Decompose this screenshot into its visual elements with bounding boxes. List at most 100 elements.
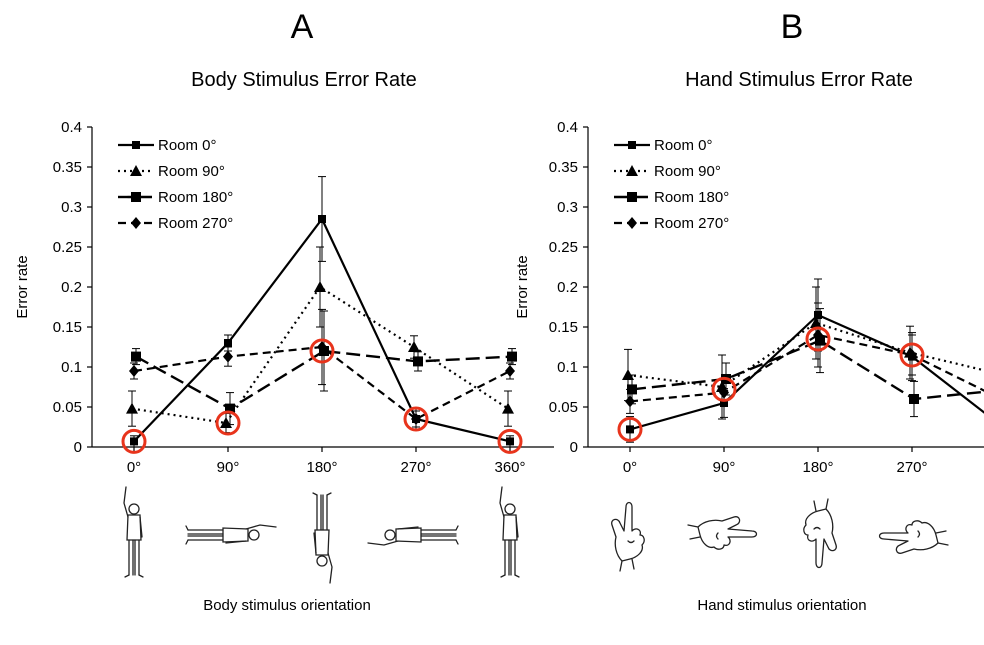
legend-entry: Room 90°	[614, 163, 721, 180]
legend-label: Room 180°	[158, 189, 233, 206]
y-tick-label: 0.3	[557, 199, 578, 216]
x-tick-label: 360°	[494, 459, 525, 476]
x-tick-label: 270°	[400, 459, 431, 476]
body-rotated-90-icon	[185, 524, 277, 545]
legend: Room 0° Room 90° Room 180° Room 270°	[118, 137, 233, 232]
legend-label: Room 90°	[158, 163, 225, 180]
panel-title: Body Stimulus Error Rate	[191, 69, 417, 91]
data-point	[507, 351, 517, 362]
legend-marker	[132, 141, 140, 149]
legend-entry: Room 270°	[614, 215, 729, 232]
panel-title: Hand Stimulus Error Rate	[685, 69, 913, 91]
highlight-circle	[899, 342, 925, 368]
series-line	[627, 321, 984, 389]
body-upright-icon	[123, 486, 144, 578]
legend-entry: Room 270°	[118, 215, 233, 232]
y-tick-label: 0.4	[61, 119, 82, 136]
data-point	[317, 341, 327, 353]
legend-entry: Room 180°	[118, 189, 233, 206]
y-tick-label: 0.2	[61, 279, 82, 296]
legend-label: Room 180°	[654, 189, 729, 206]
data-point	[130, 437, 138, 446]
series-line	[629, 313, 984, 431]
data-point	[909, 394, 919, 404]
data-point	[220, 417, 232, 428]
legend-marker	[628, 141, 636, 149]
highlight-circle	[309, 338, 335, 364]
plot-area: 0 0.05 0.1 0.15 0.2 0.25 0.3 0.35 0.4 0° 90° 180° 27…	[53, 119, 554, 476]
data-point	[225, 403, 235, 414]
y-tick-label: 0.1	[557, 359, 578, 376]
data-point	[129, 365, 139, 377]
series-line	[131, 285, 509, 425]
highlight-circle	[617, 416, 643, 442]
legend-marker	[131, 192, 141, 202]
data-point	[907, 349, 917, 361]
orientation-icons	[611, 498, 949, 572]
data-point	[408, 341, 420, 352]
legend-label: Room 0°	[654, 137, 713, 154]
y-tick-label: 0.1	[61, 359, 82, 376]
body-upright-icon	[499, 486, 520, 578]
hand-inverted-icon	[803, 498, 837, 569]
y-axis-title: Error rate	[514, 255, 531, 318]
series	[131, 310, 517, 426]
data-point	[319, 346, 329, 356]
data-point	[502, 402, 514, 414]
legend-entry: Room 0°	[118, 137, 217, 154]
data-point	[411, 413, 421, 425]
x-tick-label: 90°	[217, 459, 240, 476]
highlight-circle	[121, 428, 147, 454]
data-point	[318, 215, 326, 223]
y-tick-label: 0.35	[53, 159, 82, 176]
data-point	[626, 425, 634, 434]
x-axis-title: Body stimulus orientation	[203, 597, 371, 614]
legend-marker	[130, 165, 142, 176]
highlight-circle	[711, 376, 737, 402]
legend: Room 0° Room 90° Room 180° Room 270°	[614, 137, 729, 232]
body-rotated-270-icon	[367, 525, 459, 546]
highlight-circle	[215, 410, 241, 436]
legend-entry: Room 90°	[118, 163, 225, 180]
y-tick-label: 0.2	[557, 279, 578, 296]
x-tick-label: 270°	[896, 459, 927, 476]
data-point	[813, 329, 823, 341]
legend-label: Room 0°	[158, 137, 217, 154]
legend-entry: Room 0°	[614, 137, 713, 154]
x-axis-title: Hand stimulus orientation	[697, 597, 866, 614]
series-line	[631, 339, 984, 401]
data-point	[505, 365, 515, 377]
y-tick-label: 0.25	[549, 239, 578, 256]
data-point	[625, 395, 635, 408]
x-tick-label: 0°	[623, 459, 637, 476]
series	[627, 308, 984, 418]
y-tick-label: 0.3	[61, 199, 82, 216]
series-line	[135, 349, 513, 410]
series	[625, 302, 984, 414]
plot-area: 0 0.05 0.1 0.15 0.2 0.25 0.3 0.35 0.4 0° 90° 180° 27…	[549, 119, 984, 476]
highlight-circle	[497, 428, 523, 454]
x-tick-label: 180°	[306, 459, 337, 476]
legend-marker	[131, 217, 141, 229]
data-point	[506, 437, 514, 446]
legend-marker	[626, 165, 638, 176]
data-point	[314, 281, 326, 292]
y-tick-label: 0.15	[549, 319, 578, 336]
legend-label: Room 270°	[654, 215, 729, 232]
y-tick-label: 0.4	[557, 119, 578, 136]
series	[622, 286, 984, 420]
legend-marker	[627, 192, 637, 202]
highlight-circle	[805, 326, 831, 352]
hand-upright-icon	[611, 501, 645, 572]
panel-letter: B	[781, 8, 804, 46]
legend-label: Room 270°	[158, 215, 233, 232]
body-inverted-icon	[312, 492, 333, 584]
data-point	[223, 350, 233, 363]
y-tick-label: 0.35	[549, 159, 578, 176]
data-point	[126, 402, 138, 414]
orientation-icons	[123, 486, 520, 584]
y-tick-label: 0.05	[53, 399, 82, 416]
highlight-circle	[403, 406, 429, 432]
y-tick-label: 0.05	[549, 399, 578, 416]
